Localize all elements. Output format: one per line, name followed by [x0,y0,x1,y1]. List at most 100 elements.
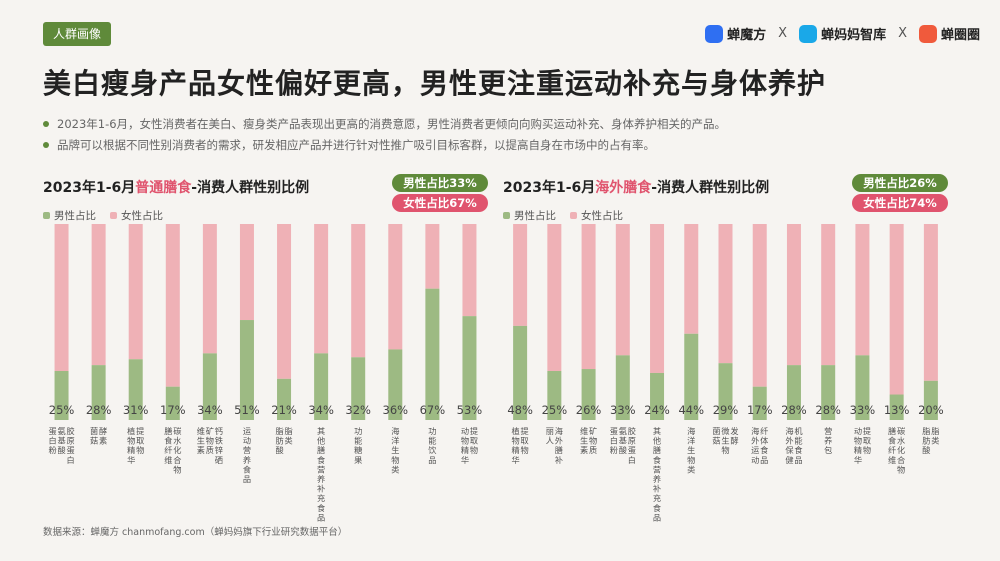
chart-overseas-diet: 48%植物精华提取物25%丽人海外膳补26%维生素矿物质33%蛋白粉氨基酸胶原蛋… [507,224,944,522]
svg-text:碳: 碳 [897,426,905,436]
svg-text:精: 精 [854,445,862,455]
svg-text:品: 品 [794,455,802,465]
chart-title-suffix: -消费人群性别比例 [191,180,310,196]
svg-text:酸: 酸 [922,445,930,455]
bar-male-10 [425,288,440,420]
chart-panel-domestic: 2023年1-6月普通膳食-消费人群性别比例 男性占比33% 女性占比67% 男… [43,172,488,527]
bullet-text: 2023年1-6月，女性消费者在美白、瘦身类产品表现出更高的消费意愿，男性消费者… [57,117,727,131]
value-label-7: 17% [747,403,773,417]
svg-text:粉: 粉 [610,445,618,455]
bar-male-2 [128,359,143,420]
bar-male-1 [547,371,562,420]
value-label-8: 32% [345,403,371,417]
svg-text:外: 外 [751,436,759,446]
bar-male-12 [923,380,938,420]
svg-text:物: 物 [391,455,399,465]
svg-text:钙: 钙 [215,426,223,436]
svg-text:生: 生 [391,445,399,455]
svg-text:海: 海 [555,426,563,436]
svg-text:氨: 氨 [619,426,627,436]
svg-text:纤: 纤 [888,445,896,455]
bar-male-11 [889,394,904,420]
bar-male-9 [821,365,836,420]
bar-female-4 [202,224,217,354]
svg-text:生: 生 [687,445,695,455]
bullet-item: 品牌可以根据不同性别消费者的需求，研发相应产品并进行针对性推广吸引目标客群，以提… [43,137,726,153]
bar-male-1 [91,365,106,420]
svg-text:其: 其 [653,426,661,436]
svg-text:动: 动 [854,426,862,436]
female-share-badge: 女性占比74% [852,194,948,212]
svg-text:菌: 菌 [712,426,720,436]
svg-text:矿: 矿 [589,426,597,436]
svg-text:营: 营 [243,445,251,455]
svg-text:健: 健 [785,455,793,465]
svg-text:能: 能 [428,436,436,446]
svg-text:补: 补 [317,484,325,494]
bar-female-2 [581,224,596,370]
svg-text:合: 合 [173,455,181,465]
logo-bar: 蝉魔方 X 蝉妈妈智库 X 蝉圈圈 [705,24,980,43]
svg-text:营: 营 [317,464,325,474]
svg-text:纤: 纤 [164,445,172,455]
svg-text:洋: 洋 [391,436,399,446]
svg-text:物: 物 [687,455,695,465]
bar-male-4 [650,372,665,420]
bar-female-4 [650,224,665,373]
svg-text:功: 功 [354,426,362,436]
value-label-2: 26% [576,403,602,417]
svg-text:取: 取 [863,436,871,446]
svg-text:取: 取 [470,436,478,446]
svg-text:糖: 糖 [354,445,362,455]
svg-text:化: 化 [173,445,181,455]
svg-text:质: 质 [589,445,597,455]
svg-text:胶: 胶 [628,426,636,436]
value-label-0: 25% [49,403,75,417]
bar-female-8 [786,224,801,366]
value-label-1: 28% [86,403,112,417]
svg-text:食: 食 [794,445,802,455]
value-label-11: 13% [884,403,910,417]
svg-text:膳: 膳 [653,445,661,455]
svg-text:酵: 酵 [99,426,107,436]
category-label-9: 营养包 [824,426,832,455]
svg-text:取: 取 [136,436,144,446]
svg-text:铁: 铁 [215,436,223,446]
svg-text:饮: 饮 [428,445,436,455]
svg-text:华: 华 [854,455,862,465]
value-label-1: 25% [542,403,568,417]
svg-text:物: 物 [206,436,214,446]
svg-text:氨: 氨 [57,426,65,436]
bar-female-12 [923,224,938,381]
svg-text:物: 物 [127,436,135,446]
bar-female-0 [54,224,69,371]
svg-text:类: 类 [391,464,399,474]
bar-male-11 [462,316,477,420]
svg-text:品: 品 [317,512,325,522]
svg-text:维: 维 [197,426,205,436]
svg-text:菇: 菇 [90,436,98,446]
legend-male-swatch [43,212,50,219]
svg-text:菌: 菌 [90,426,98,436]
chart-title: 2023年1-6月海外膳食-消费人群性别比例 [503,177,769,197]
svg-text:肪: 肪 [275,436,283,446]
svg-text:膳: 膳 [317,445,325,455]
value-label-11: 53% [457,403,483,417]
bar-male-6 [277,378,292,420]
svg-text:人: 人 [546,436,554,446]
svg-text:动: 动 [751,455,759,465]
bar-male-7 [752,386,767,420]
svg-text:物: 物 [173,464,181,474]
value-label-9: 28% [815,403,841,417]
bar-female-3 [615,224,630,356]
svg-text:体: 体 [760,436,768,446]
svg-text:膳: 膳 [555,445,563,455]
page-title: 美白瘦身产品女性偏好更高，男性更注重运动补充与身体养护 [43,67,827,100]
chart-panel-overseas: 2023年1-6月海外膳食-消费人群性别比例 男性占比26% 女性占比74% 男… [503,172,948,527]
svg-text:菇: 菇 [712,436,720,446]
